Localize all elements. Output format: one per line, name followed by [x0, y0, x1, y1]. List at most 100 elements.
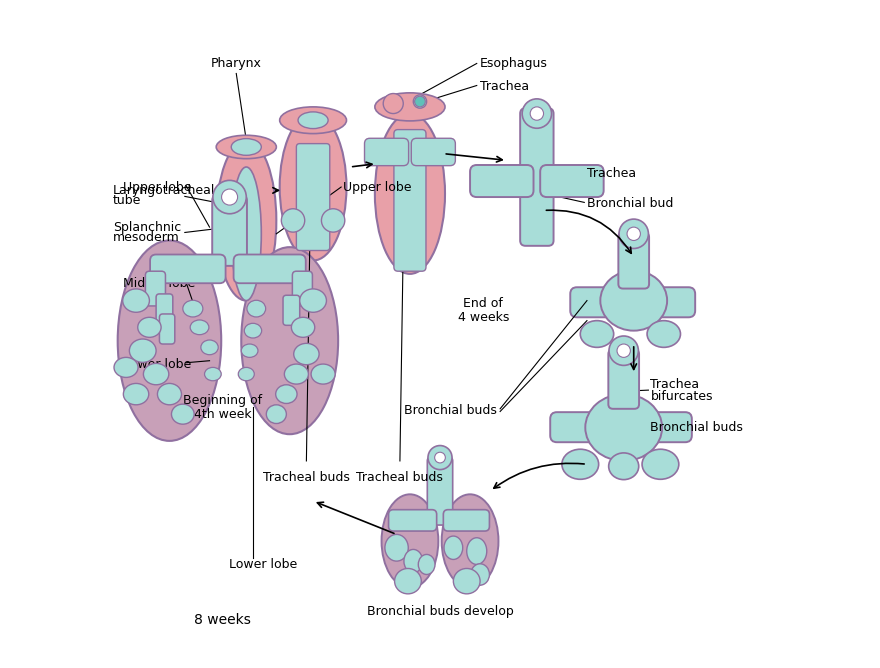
FancyBboxPatch shape — [550, 412, 613, 442]
Text: Trachea: Trachea — [480, 80, 529, 94]
Text: 4th week: 4th week — [194, 407, 252, 421]
FancyBboxPatch shape — [411, 138, 455, 166]
Ellipse shape — [183, 301, 203, 317]
FancyBboxPatch shape — [642, 287, 695, 317]
FancyBboxPatch shape — [394, 130, 426, 271]
FancyBboxPatch shape — [619, 232, 649, 289]
Ellipse shape — [245, 323, 261, 338]
Text: Trachea: Trachea — [650, 377, 700, 391]
Text: 8 weeks: 8 weeks — [194, 613, 252, 627]
Ellipse shape — [114, 357, 138, 377]
Text: 4 weeks: 4 weeks — [458, 311, 510, 324]
Ellipse shape — [442, 494, 498, 588]
Ellipse shape — [172, 404, 194, 424]
Ellipse shape — [284, 364, 308, 384]
Circle shape — [435, 452, 445, 463]
Ellipse shape — [444, 536, 463, 560]
Ellipse shape — [642, 450, 678, 480]
FancyBboxPatch shape — [444, 510, 489, 531]
Circle shape — [414, 96, 425, 107]
Text: Lower lobe: Lower lobe — [229, 558, 297, 571]
FancyBboxPatch shape — [145, 271, 165, 306]
Text: Pharynx: Pharynx — [211, 57, 261, 70]
FancyBboxPatch shape — [233, 255, 305, 283]
Text: Tracheal buds: Tracheal buds — [263, 471, 350, 484]
Ellipse shape — [241, 247, 338, 434]
Ellipse shape — [190, 320, 209, 335]
Text: Middle lobe: Middle lobe — [122, 277, 195, 291]
FancyBboxPatch shape — [150, 255, 225, 283]
Ellipse shape — [238, 367, 254, 381]
Ellipse shape — [580, 321, 613, 347]
Ellipse shape — [247, 301, 266, 317]
Ellipse shape — [321, 209, 345, 232]
Ellipse shape — [382, 494, 438, 588]
Ellipse shape — [216, 135, 276, 159]
Text: Beginning of: Beginning of — [183, 394, 262, 407]
Ellipse shape — [647, 321, 680, 347]
Ellipse shape — [231, 167, 261, 301]
Circle shape — [617, 344, 630, 357]
FancyBboxPatch shape — [212, 195, 247, 266]
FancyBboxPatch shape — [292, 271, 312, 306]
Ellipse shape — [609, 453, 639, 480]
Text: End of: End of — [464, 297, 503, 311]
Ellipse shape — [311, 364, 335, 384]
Text: Bronchial buds: Bronchial buds — [650, 421, 744, 434]
Ellipse shape — [280, 107, 347, 134]
Text: Esophagus: Esophagus — [480, 57, 548, 70]
Ellipse shape — [231, 139, 261, 156]
Ellipse shape — [241, 344, 258, 357]
Ellipse shape — [375, 93, 445, 121]
Circle shape — [222, 189, 238, 205]
Ellipse shape — [298, 112, 328, 129]
Ellipse shape — [385, 534, 408, 561]
FancyBboxPatch shape — [156, 294, 172, 324]
Ellipse shape — [562, 450, 598, 480]
FancyBboxPatch shape — [283, 295, 300, 325]
Ellipse shape — [118, 240, 221, 441]
Ellipse shape — [471, 564, 489, 585]
FancyBboxPatch shape — [540, 165, 604, 197]
Ellipse shape — [216, 140, 276, 301]
Ellipse shape — [453, 568, 480, 594]
Ellipse shape — [201, 340, 218, 355]
Ellipse shape — [418, 554, 435, 574]
Ellipse shape — [375, 114, 445, 274]
Text: bifurcates: bifurcates — [650, 389, 713, 403]
Circle shape — [609, 336, 638, 365]
Ellipse shape — [275, 385, 297, 403]
Text: Bronchial bud: Bronchial bud — [587, 197, 673, 210]
FancyBboxPatch shape — [632, 412, 692, 442]
Ellipse shape — [294, 343, 319, 365]
Ellipse shape — [585, 394, 662, 461]
FancyBboxPatch shape — [470, 165, 533, 197]
Ellipse shape — [204, 367, 221, 381]
Circle shape — [428, 446, 452, 470]
Text: Splanchnic: Splanchnic — [113, 220, 181, 234]
FancyBboxPatch shape — [364, 138, 408, 166]
Text: Tracheal buds: Tracheal buds — [356, 471, 444, 484]
FancyBboxPatch shape — [608, 349, 639, 409]
Ellipse shape — [282, 209, 304, 232]
FancyBboxPatch shape — [297, 144, 330, 250]
Ellipse shape — [404, 549, 422, 573]
Text: Bronchial buds: Bronchial buds — [404, 404, 497, 418]
Ellipse shape — [143, 363, 169, 385]
Circle shape — [619, 219, 649, 248]
Text: Lower lobe: Lower lobe — [122, 357, 191, 371]
Circle shape — [530, 107, 544, 120]
Text: Trachea: Trachea — [587, 167, 636, 180]
FancyBboxPatch shape — [570, 287, 627, 317]
Ellipse shape — [383, 94, 403, 114]
FancyBboxPatch shape — [159, 314, 175, 344]
Ellipse shape — [600, 271, 667, 331]
Text: Laryngotracheal: Laryngotracheal — [113, 184, 215, 197]
Ellipse shape — [129, 339, 156, 362]
Ellipse shape — [291, 317, 315, 337]
FancyBboxPatch shape — [389, 510, 436, 531]
Ellipse shape — [123, 383, 149, 405]
Text: mesoderm: mesoderm — [113, 230, 180, 244]
Ellipse shape — [466, 538, 487, 564]
Text: Bronchial buds develop: Bronchial buds develop — [367, 605, 513, 618]
